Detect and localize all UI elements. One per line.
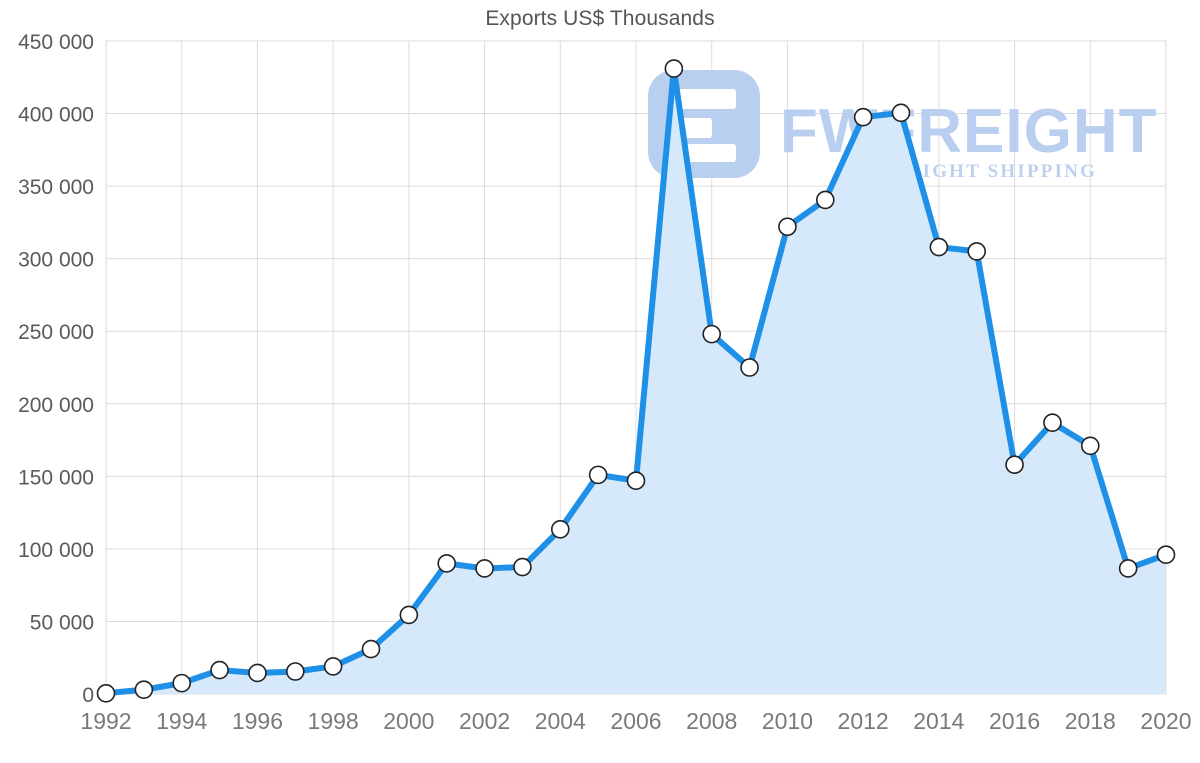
- x-axis-tick-label: 1998: [308, 708, 359, 734]
- data-point-marker[interactable]: 2006: 147000: [626, 471, 646, 490]
- data-point-marker[interactable]: 1998: 19000: [323, 657, 343, 676]
- data-point-marker[interactable]: 2010: 322000: [778, 217, 797, 237]
- area-fill: [106, 68, 1166, 694]
- data-point-marker[interactable]: 2015: 305000: [967, 242, 987, 261]
- data-point-marker[interactable]: 1997: 15500: [285, 662, 305, 681]
- data-point-marker[interactable]: 2011: 340500: [815, 190, 835, 210]
- x-axis-tick-label: 1994: [156, 708, 207, 734]
- watermark-tagline-text: FREIGHT SHIPPING: [878, 161, 1097, 182]
- data-point-marker[interactable]: 1992: 500: [96, 683, 116, 703]
- y-axis-tick-label: 150 000: [18, 466, 94, 489]
- y-axis-tick-label: 450 000: [18, 31, 94, 54]
- data-point-marker[interactable]: 2017: 187000: [1043, 413, 1062, 432]
- data-point-marker[interactable]: 2005: 151000: [588, 465, 608, 485]
- y-axis-tick-label: 250 000: [18, 321, 94, 344]
- data-point-marker[interactable]: 1999: 31000: [361, 639, 381, 659]
- x-axis-tick-label: 2008: [686, 708, 737, 734]
- watermark-brand-text: FWFREIGHT: [780, 97, 1158, 166]
- data-point-marker[interactable]: 2014: 308000: [929, 237, 949, 257]
- data-point-marker[interactable]: 2001: 90000: [437, 554, 457, 573]
- y-axis-tick-label: 0: [82, 684, 94, 707]
- x-axis-tick-label: 2004: [535, 708, 586, 734]
- data-point-marker[interactable]: 1996: 14500: [248, 663, 267, 683]
- data-point-marker[interactable]: 2008: 248000: [702, 324, 722, 344]
- data-point-marker[interactable]: 2016: 158000: [1005, 455, 1024, 475]
- x-axis-tick-label: 2002: [459, 708, 510, 734]
- x-axis-tick-label: 2006: [610, 708, 661, 734]
- x-axis-tick-label: 1996: [232, 708, 283, 734]
- chart-title: Exports US$ Thousands: [485, 7, 715, 30]
- data-point-marker[interactable]: 2003: 87500: [513, 557, 532, 577]
- y-axis-tick-label: 50 000: [30, 611, 94, 634]
- y-axis-labels: 0 50 000 100 000 150 000 200 000 250 000 300 0…: [18, 31, 94, 707]
- x-axis-tick-label: 2000: [383, 708, 434, 734]
- x-axis-tick-label: 1992: [80, 708, 131, 734]
- x-axis-tick-label: 2012: [838, 708, 889, 734]
- y-axis-tick-label: 350 000: [18, 176, 94, 199]
- x-axis-tick-label: 2010: [762, 708, 813, 734]
- x-axis-tick-label: 2016: [989, 708, 1040, 734]
- data-point-marker[interactable]: 1994: 7500: [172, 673, 192, 693]
- x-axis-tick-label: 2014: [913, 708, 964, 734]
- data-point-marker[interactable]: 2012: 397500: [853, 107, 873, 127]
- data-point-marker[interactable]: 2009: 225000: [740, 358, 759, 377]
- data-point-marker[interactable]: 2019: 86500: [1118, 559, 1138, 578]
- data-point-marker[interactable]: 2000: 54500: [399, 605, 419, 625]
- data-point-marker[interactable]: 2013: 400500: [891, 103, 911, 123]
- data-point-marker[interactable]: 2002: 86500: [475, 559, 494, 578]
- x-axis-labels: 1992 1994 1996 1998 2000 2002 2004 2006 2008 2010…: [80, 708, 1191, 734]
- data-point-marker[interactable]: 2004: 113500: [550, 519, 570, 539]
- data-point-marker[interactable]: 2020: 96000: [1156, 545, 1176, 564]
- y-axis-tick-label: 400 000: [18, 104, 94, 127]
- y-axis-tick-label: 300 000: [18, 249, 94, 272]
- data-point-marker[interactable]: 2018: 171000: [1080, 436, 1100, 456]
- data-point-marker[interactable]: 2007: 431000: [664, 59, 684, 78]
- x-axis-tick-label: 2018: [1065, 708, 1116, 734]
- y-axis-tick-label: 100 000: [18, 539, 94, 562]
- data-point-marker[interactable]: 1995: 16500: [210, 660, 229, 680]
- series-area: [106, 68, 1166, 694]
- y-axis-tick-label: 200 000: [18, 394, 94, 417]
- x-axis-tick-label: 2020: [1140, 708, 1191, 734]
